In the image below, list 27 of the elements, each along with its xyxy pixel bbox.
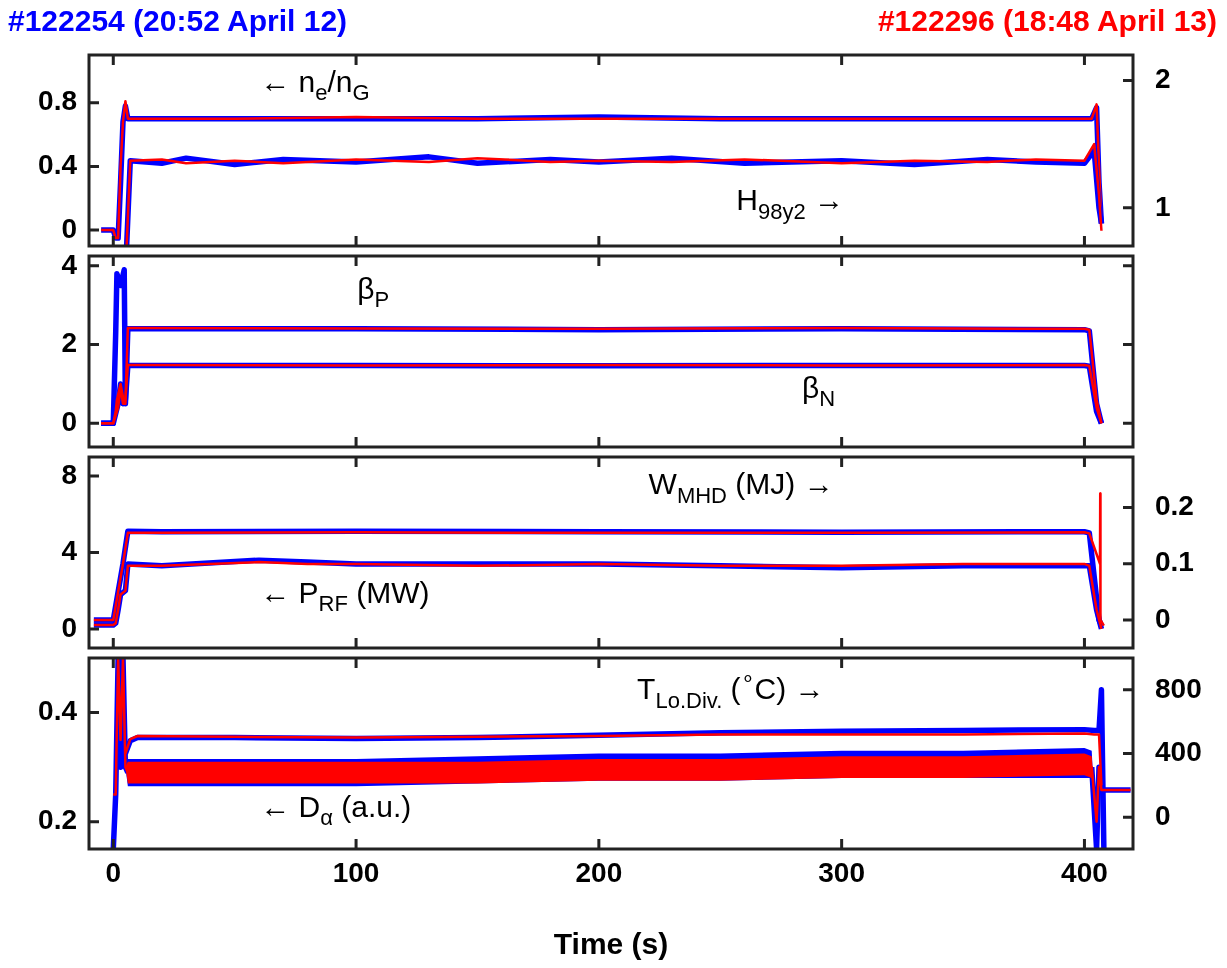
y-tick-label: 0.4: [38, 149, 78, 181]
x-axis-title: Time (s): [553, 927, 669, 961]
y-tick-label: 4: [61, 248, 78, 280]
y2-tick-label: 0: [1155, 602, 1171, 634]
y2-tick-label: 0.1: [1155, 546, 1194, 578]
y2-tick-label: 800: [1155, 672, 1202, 704]
y2-tick-label: 400: [1155, 736, 1202, 768]
x-tick-label: 400: [1061, 856, 1108, 888]
y2-tick-label: 0: [1155, 799, 1171, 831]
y-tick-label: 0: [61, 611, 77, 643]
y2-tick-label: 1: [1155, 190, 1171, 222]
y-tick-label: 8: [61, 458, 77, 490]
x-tick-label: 100: [332, 856, 380, 888]
x-tick-label: 0: [105, 856, 122, 888]
y-tick-label: 0.2: [38, 804, 77, 836]
y-tick-label: 0.8: [38, 85, 77, 117]
y-tick-label: 2: [61, 327, 77, 359]
y-tick-label: 0: [61, 406, 77, 438]
x-tick-label: 300: [818, 856, 866, 888]
y-tick-label: 0: [61, 212, 77, 244]
y2-tick-label: 0.2: [1155, 490, 1194, 522]
text: #122296 (18:48 April 13): [877, 4, 1217, 38]
y2-tick-label: 2: [1155, 63, 1171, 95]
y-tick-label: 4: [61, 535, 78, 567]
text: #122254 (20:52 April 12): [8, 4, 348, 38]
y-tick-label: 0.4: [38, 695, 78, 727]
x-tick-label: 200: [575, 856, 623, 888]
